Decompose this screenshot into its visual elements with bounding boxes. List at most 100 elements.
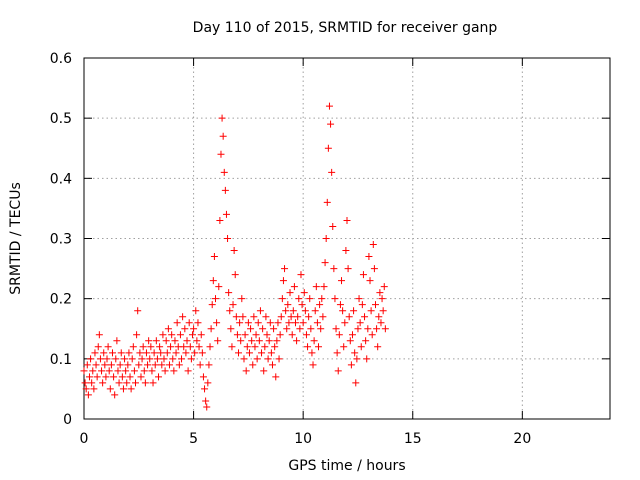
data-point [362,337,370,345]
data-point [93,373,101,381]
data-point [157,349,165,357]
data-point [196,361,204,369]
data-point [170,367,178,375]
grid [84,58,610,419]
data-point [156,343,164,351]
data-point [365,253,373,261]
data-point [230,247,238,255]
data-point [130,367,138,375]
data-point [316,301,324,309]
data-point [376,289,384,297]
data-point [297,271,305,279]
data-point [103,355,111,363]
data-point [335,331,343,339]
x-tick-label: 0 [80,431,89,447]
data-point [106,385,114,393]
data-point [202,397,210,405]
data-point [136,349,144,357]
y-tick-label: 0.3 [50,232,72,248]
data-point [334,367,342,375]
data-point [370,265,378,273]
data-point [124,361,132,369]
data-point [81,379,89,387]
data-point [95,331,103,339]
data-point [293,337,301,345]
data-point [84,391,92,399]
data-point [346,337,354,345]
y-axis-label: SRMTID / TECUs [8,182,24,295]
data-point [288,331,296,339]
data-point [313,319,321,327]
data-point [162,337,170,345]
data-point [342,247,350,255]
data-point [243,343,251,351]
data-point [322,235,330,242]
data-point [305,313,313,321]
data-point [144,361,152,369]
data-point [126,373,134,381]
data-point [332,325,340,333]
data-point [180,343,188,351]
data-point [238,295,246,303]
data-point [373,325,381,333]
data-point [361,313,369,321]
data-point [134,307,142,315]
data-point [89,367,97,375]
data-point [187,355,195,363]
data-point [203,403,211,411]
data-point [327,120,335,128]
data-point [88,379,96,387]
data-point [107,361,115,369]
data-point [380,283,388,291]
data-point [221,186,229,194]
data-point [363,355,371,363]
data-point [119,385,127,393]
data-point [222,210,230,218]
data-point [276,331,284,339]
data-point [287,313,295,321]
data-point [111,391,119,399]
data-point [263,331,271,339]
data-point [139,343,147,351]
data-point [118,373,126,381]
data-point [250,313,258,321]
data-point [163,349,171,357]
data-point [375,313,383,321]
data-point [244,319,252,327]
data-point [249,361,257,369]
data-point [266,319,274,327]
data-point [197,331,205,339]
data-point [241,331,249,339]
data-point [289,307,297,315]
data-point [353,355,361,363]
data-point [195,343,203,351]
data-point [142,349,150,357]
data-point [251,343,259,351]
data-point [371,301,379,309]
data-point [379,307,387,315]
data-point [182,349,190,357]
data-point [307,325,315,333]
data-point [110,373,118,381]
data-point [226,307,234,315]
data-point [206,343,214,351]
data-point [290,283,298,291]
data-point [219,132,227,140]
data-point [296,325,304,333]
data-point [212,295,219,303]
data-point [87,355,95,363]
x-tick-label: 15 [404,431,422,447]
data-point [135,361,143,369]
data-point [228,343,236,351]
data-point [378,295,386,303]
axis-ticks: 0 0.1 0.2 0.3 0.4 0.5 0.6 0 5 10 15 20 [50,51,610,447]
data-point [308,349,316,357]
data-point [232,313,240,321]
x-tick-label: 20 [513,431,531,447]
data-point [235,349,243,357]
data-point [100,349,108,357]
data-point [299,319,307,327]
data-point [374,343,382,351]
data-point [367,307,375,315]
data-point [141,379,149,387]
